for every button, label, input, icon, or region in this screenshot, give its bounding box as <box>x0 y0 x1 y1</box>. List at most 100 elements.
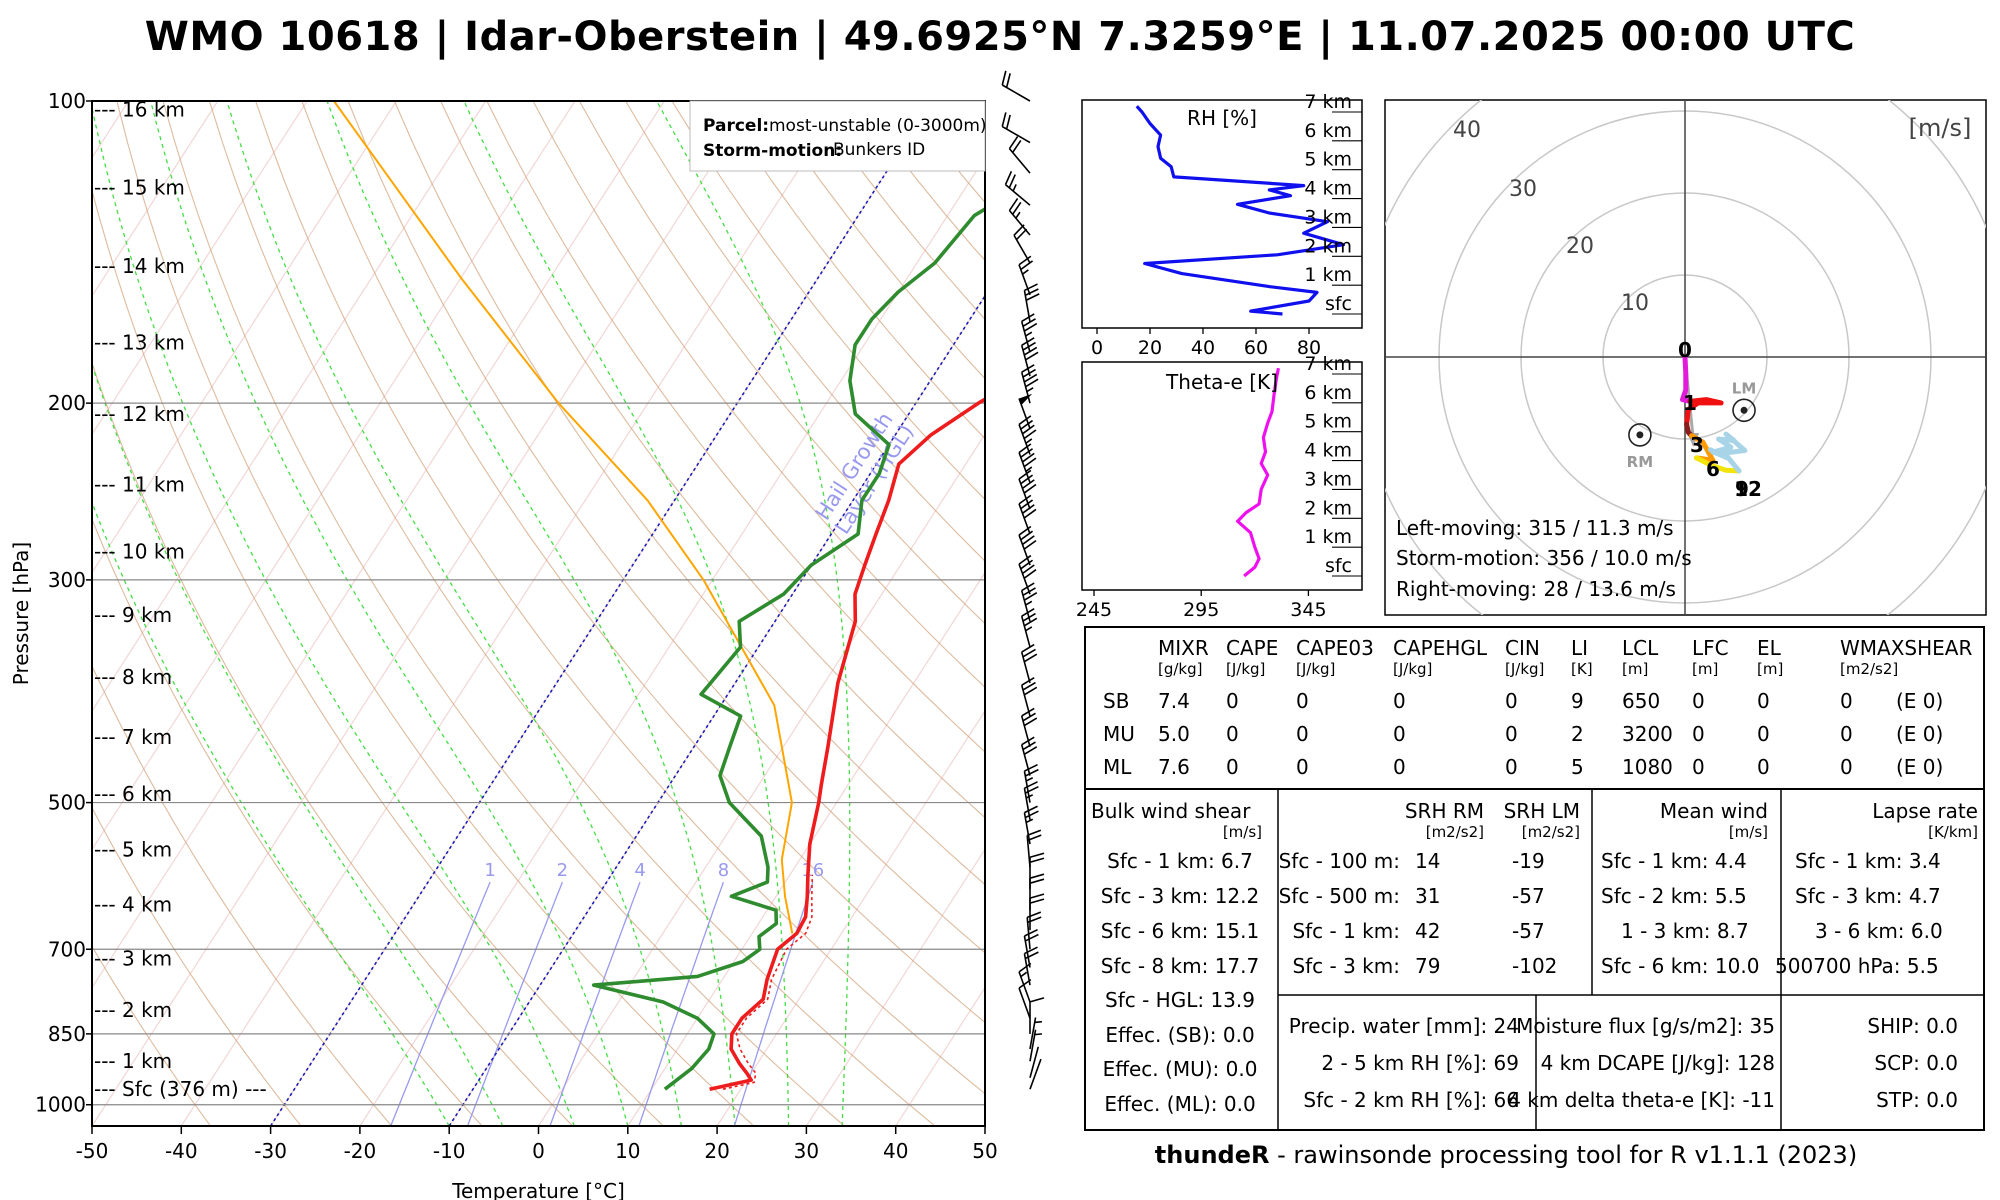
wind-barb-feather <box>1018 255 1032 266</box>
indices-header-name: CIN <box>1505 636 1540 660</box>
height-label: --- 16 km <box>94 98 185 122</box>
indices-cell: 0 <box>1757 689 1770 713</box>
wind-barb-feather <box>1005 114 1011 130</box>
wind-barb-half-feather <box>1012 184 1017 192</box>
srh-row-label: Sfc - 3 km: <box>1292 954 1400 978</box>
indices-cell: 0 <box>1393 755 1406 779</box>
wind-barb-feather <box>1021 337 1035 346</box>
virtual-temperature-profile <box>722 874 814 1090</box>
x-tick-label: 345 <box>1290 599 1326 621</box>
indices-header-unit: [J/kg] <box>1226 660 1265 678</box>
height-tick-label: 4 km <box>1304 178 1352 200</box>
wind-barb <box>1018 443 1037 483</box>
wind-barb-half-feather <box>1022 269 1029 275</box>
wind-barb-feather <box>1001 70 1007 86</box>
moist-adiabat <box>463 101 790 1126</box>
wind-barb-feather <box>1026 829 1042 837</box>
x-tick-label: 60 <box>1244 337 1268 359</box>
wind-barb-feather <box>1024 928 1038 937</box>
wind-barb-staff <box>1018 987 1031 1019</box>
legend-parcel-key: Parcel: <box>703 116 769 136</box>
wind-barb-feather <box>1020 260 1034 271</box>
moisture-row: Sfc - 2 km RH [%]: 66 <box>1303 1088 1519 1112</box>
legend-storm-key: Storm-motion: <box>703 141 842 161</box>
wind-barb-feather <box>1011 139 1022 153</box>
wind-barb-feather <box>1022 452 1035 463</box>
height-tick-label: 6 km <box>1304 382 1352 404</box>
lapse-rate-row: 3 - 6 km: 6.0 <box>1815 919 1943 943</box>
wind-barb-staff <box>1020 590 1031 622</box>
wind-barb-feather <box>1029 852 1045 859</box>
srh-rm-value: 79 <box>1415 954 1440 978</box>
wind-barb-feather <box>1024 763 1038 772</box>
x-tick-label: 20 <box>1138 337 1162 359</box>
flux-row: 4 km DCAPE [J/kg]: 128 <box>1541 1051 1775 1075</box>
bulk-shear-row: Sfc - HGL: 13.9 <box>1105 988 1255 1012</box>
hodograph-ring-label: 10 <box>1621 291 1649 316</box>
indices-cell: 0 <box>1393 689 1406 713</box>
dry-adiabat <box>92 517 483 1126</box>
indices-table: MIXR[g/kg]CAPE[J/kg]CAPE03[J/kg]CAPEHGL[… <box>1084 626 1985 1131</box>
wind-barb-feather <box>1029 857 1045 864</box>
height-label: --- 5 km <box>94 838 172 862</box>
dry-adiabat <box>92 806 302 1126</box>
y-tick-label: 1000 <box>35 1093 86 1117</box>
indices-cell: 0 <box>1757 755 1770 779</box>
wind-barb <box>1023 946 1039 986</box>
wind-barb-half-feather <box>1025 626 1033 632</box>
wind-barb-feather <box>1015 228 1028 241</box>
wind-barb <box>1023 805 1039 845</box>
mixing-ratio-line <box>390 881 491 1126</box>
indices-header-unit: [J/kg] <box>1393 660 1432 678</box>
bulk-shear-row: Sfc - 8 km: 17.7 <box>1101 954 1259 978</box>
wind-barb-feather <box>1018 494 1032 505</box>
wind-barb-feather <box>1022 535 1035 546</box>
dry-adiabat <box>255 101 985 1095</box>
wind-barb-staff <box>1026 917 1031 950</box>
moist-adiabat <box>226 101 683 1126</box>
indices-header-name: EL <box>1757 636 1782 660</box>
indices-cell: ML <box>1103 755 1132 779</box>
isotherm <box>92 101 487 713</box>
wind-barb-feather <box>1018 469 1032 480</box>
wind-barb-feather <box>1021 707 1035 717</box>
srh-row-label: Sfc - 500 m: <box>1279 884 1400 908</box>
wind-barb-feather <box>1021 643 1035 653</box>
isotherm <box>92 101 219 298</box>
height-label: --- 6 km <box>94 782 172 806</box>
wind-barb-half-feather <box>1025 600 1033 606</box>
wind-barb-feather <box>1029 893 1045 899</box>
x-tick-label: 30 <box>794 1139 819 1163</box>
indices-cell: (E 0) <box>1896 689 1943 713</box>
indices-header-name: LFC <box>1692 636 1729 660</box>
wind-barb-staff <box>1023 935 1031 968</box>
wind-barb <box>1029 893 1045 931</box>
moist-adiabat <box>92 500 450 1126</box>
lapse-rate-row: 500700 hPa: 5.5 <box>1775 954 1939 978</box>
wind-barb <box>1018 494 1037 535</box>
indices-cell: 9 <box>1571 689 1584 713</box>
x-axis-title: Temperature [°C] <box>451 1179 625 1200</box>
indices-cell: SB <box>1103 689 1129 713</box>
storm-motion-label: LM <box>1732 379 1757 397</box>
wind-barb-feather <box>1022 648 1036 658</box>
wind-barb <box>1018 469 1037 510</box>
storm-motion-label: RM <box>1627 453 1653 471</box>
wind-barb-half-feather <box>1025 466 1033 473</box>
wind-barb-feather <box>1023 617 1038 627</box>
wind-barb-feather <box>1024 805 1038 814</box>
wind-barb-feather <box>1025 351 1039 361</box>
moist-adiabat <box>92 362 504 1126</box>
wind-barb <box>1023 763 1039 803</box>
indices-cell: 0 <box>1505 755 1518 779</box>
indices-header-unit: [m2/s2] <box>1840 660 1898 678</box>
wind-barb-half-feather <box>1034 1020 1043 1024</box>
indices-cell: 1080 <box>1622 755 1673 779</box>
height-tick-label: 5 km <box>1304 149 1352 171</box>
wind-barb-staff <box>1023 290 1031 323</box>
wind-barbs <box>1001 70 1045 1090</box>
indices-header-unit: [J/kg] <box>1296 660 1335 678</box>
mean-wind-unit: [m/s] <box>1729 823 1768 841</box>
skew-t-axes: -50 -40 -30 -20 -10 0 10 20 30 40 50 Temperature [°… <box>9 89 998 1200</box>
